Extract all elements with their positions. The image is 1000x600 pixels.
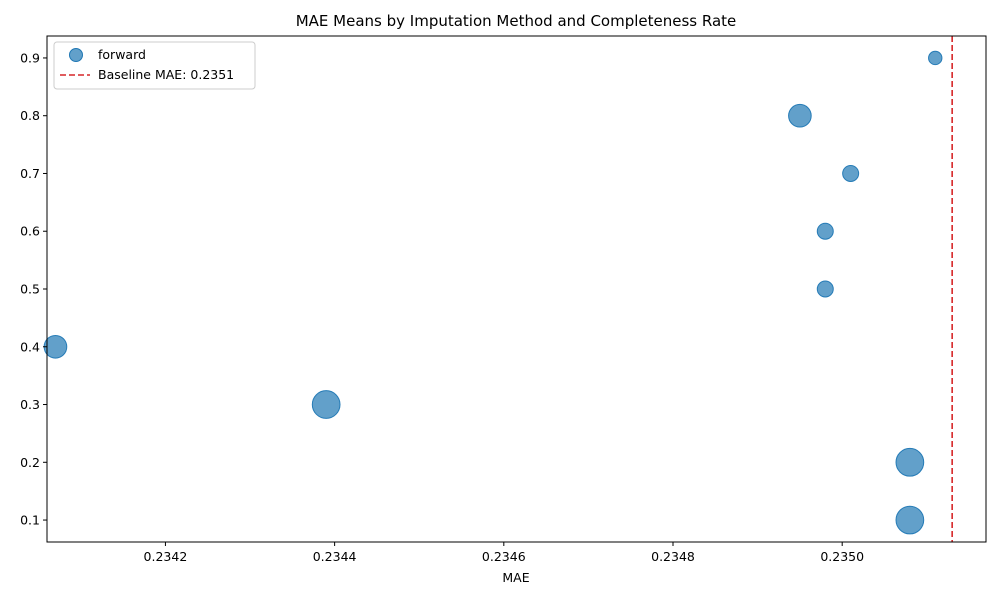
plot-area	[43, 36, 953, 542]
chart-title: MAE Means by Imputation Method and Compl…	[296, 12, 737, 30]
y-tick-label: 0.9	[20, 50, 40, 65]
data-point	[311, 390, 341, 419]
y-tick-label: 0.5	[20, 282, 40, 297]
data-point	[842, 164, 860, 182]
x-tick-label: 0.2344	[313, 549, 357, 564]
data-point	[895, 447, 925, 477]
y-tick-label: 0.1	[20, 513, 40, 528]
legend: forward Baseline MAE: 0.2351	[53, 41, 256, 90]
y-axis: 0.1 0.2 0.3 0.4 0.5 0.6 0.7 0.8 0.9	[20, 50, 47, 528]
y-tick-label: 0.2	[20, 455, 40, 470]
legend-marker-forward	[69, 48, 83, 62]
data-point	[816, 222, 834, 240]
y-tick-label: 0.3	[20, 397, 40, 412]
x-tick-label: 0.2342	[144, 549, 188, 564]
plot-frame	[46, 35, 987, 543]
data-point	[816, 280, 834, 298]
data-point	[43, 334, 68, 359]
y-tick-label: 0.7	[20, 166, 40, 181]
x-axis: 0.2342 0.2344 0.2346 0.2348 0.2350	[144, 542, 864, 564]
data-point	[928, 50, 943, 66]
legend-box	[53, 41, 256, 90]
x-axis-title: MAE	[502, 570, 529, 585]
y-tick-label: 0.6	[20, 224, 40, 239]
x-tick-label: 0.2350	[820, 549, 864, 564]
x-tick-label: 0.2348	[651, 549, 695, 564]
legend-label-forward: forward	[98, 47, 146, 62]
y-tick-label: 0.4	[20, 339, 40, 354]
data-point	[788, 103, 812, 128]
x-tick-label: 0.2346	[482, 549, 526, 564]
data-point	[895, 505, 925, 535]
legend-label-baseline: Baseline MAE: 0.2351	[98, 67, 234, 82]
y-tick-label: 0.8	[20, 108, 40, 123]
